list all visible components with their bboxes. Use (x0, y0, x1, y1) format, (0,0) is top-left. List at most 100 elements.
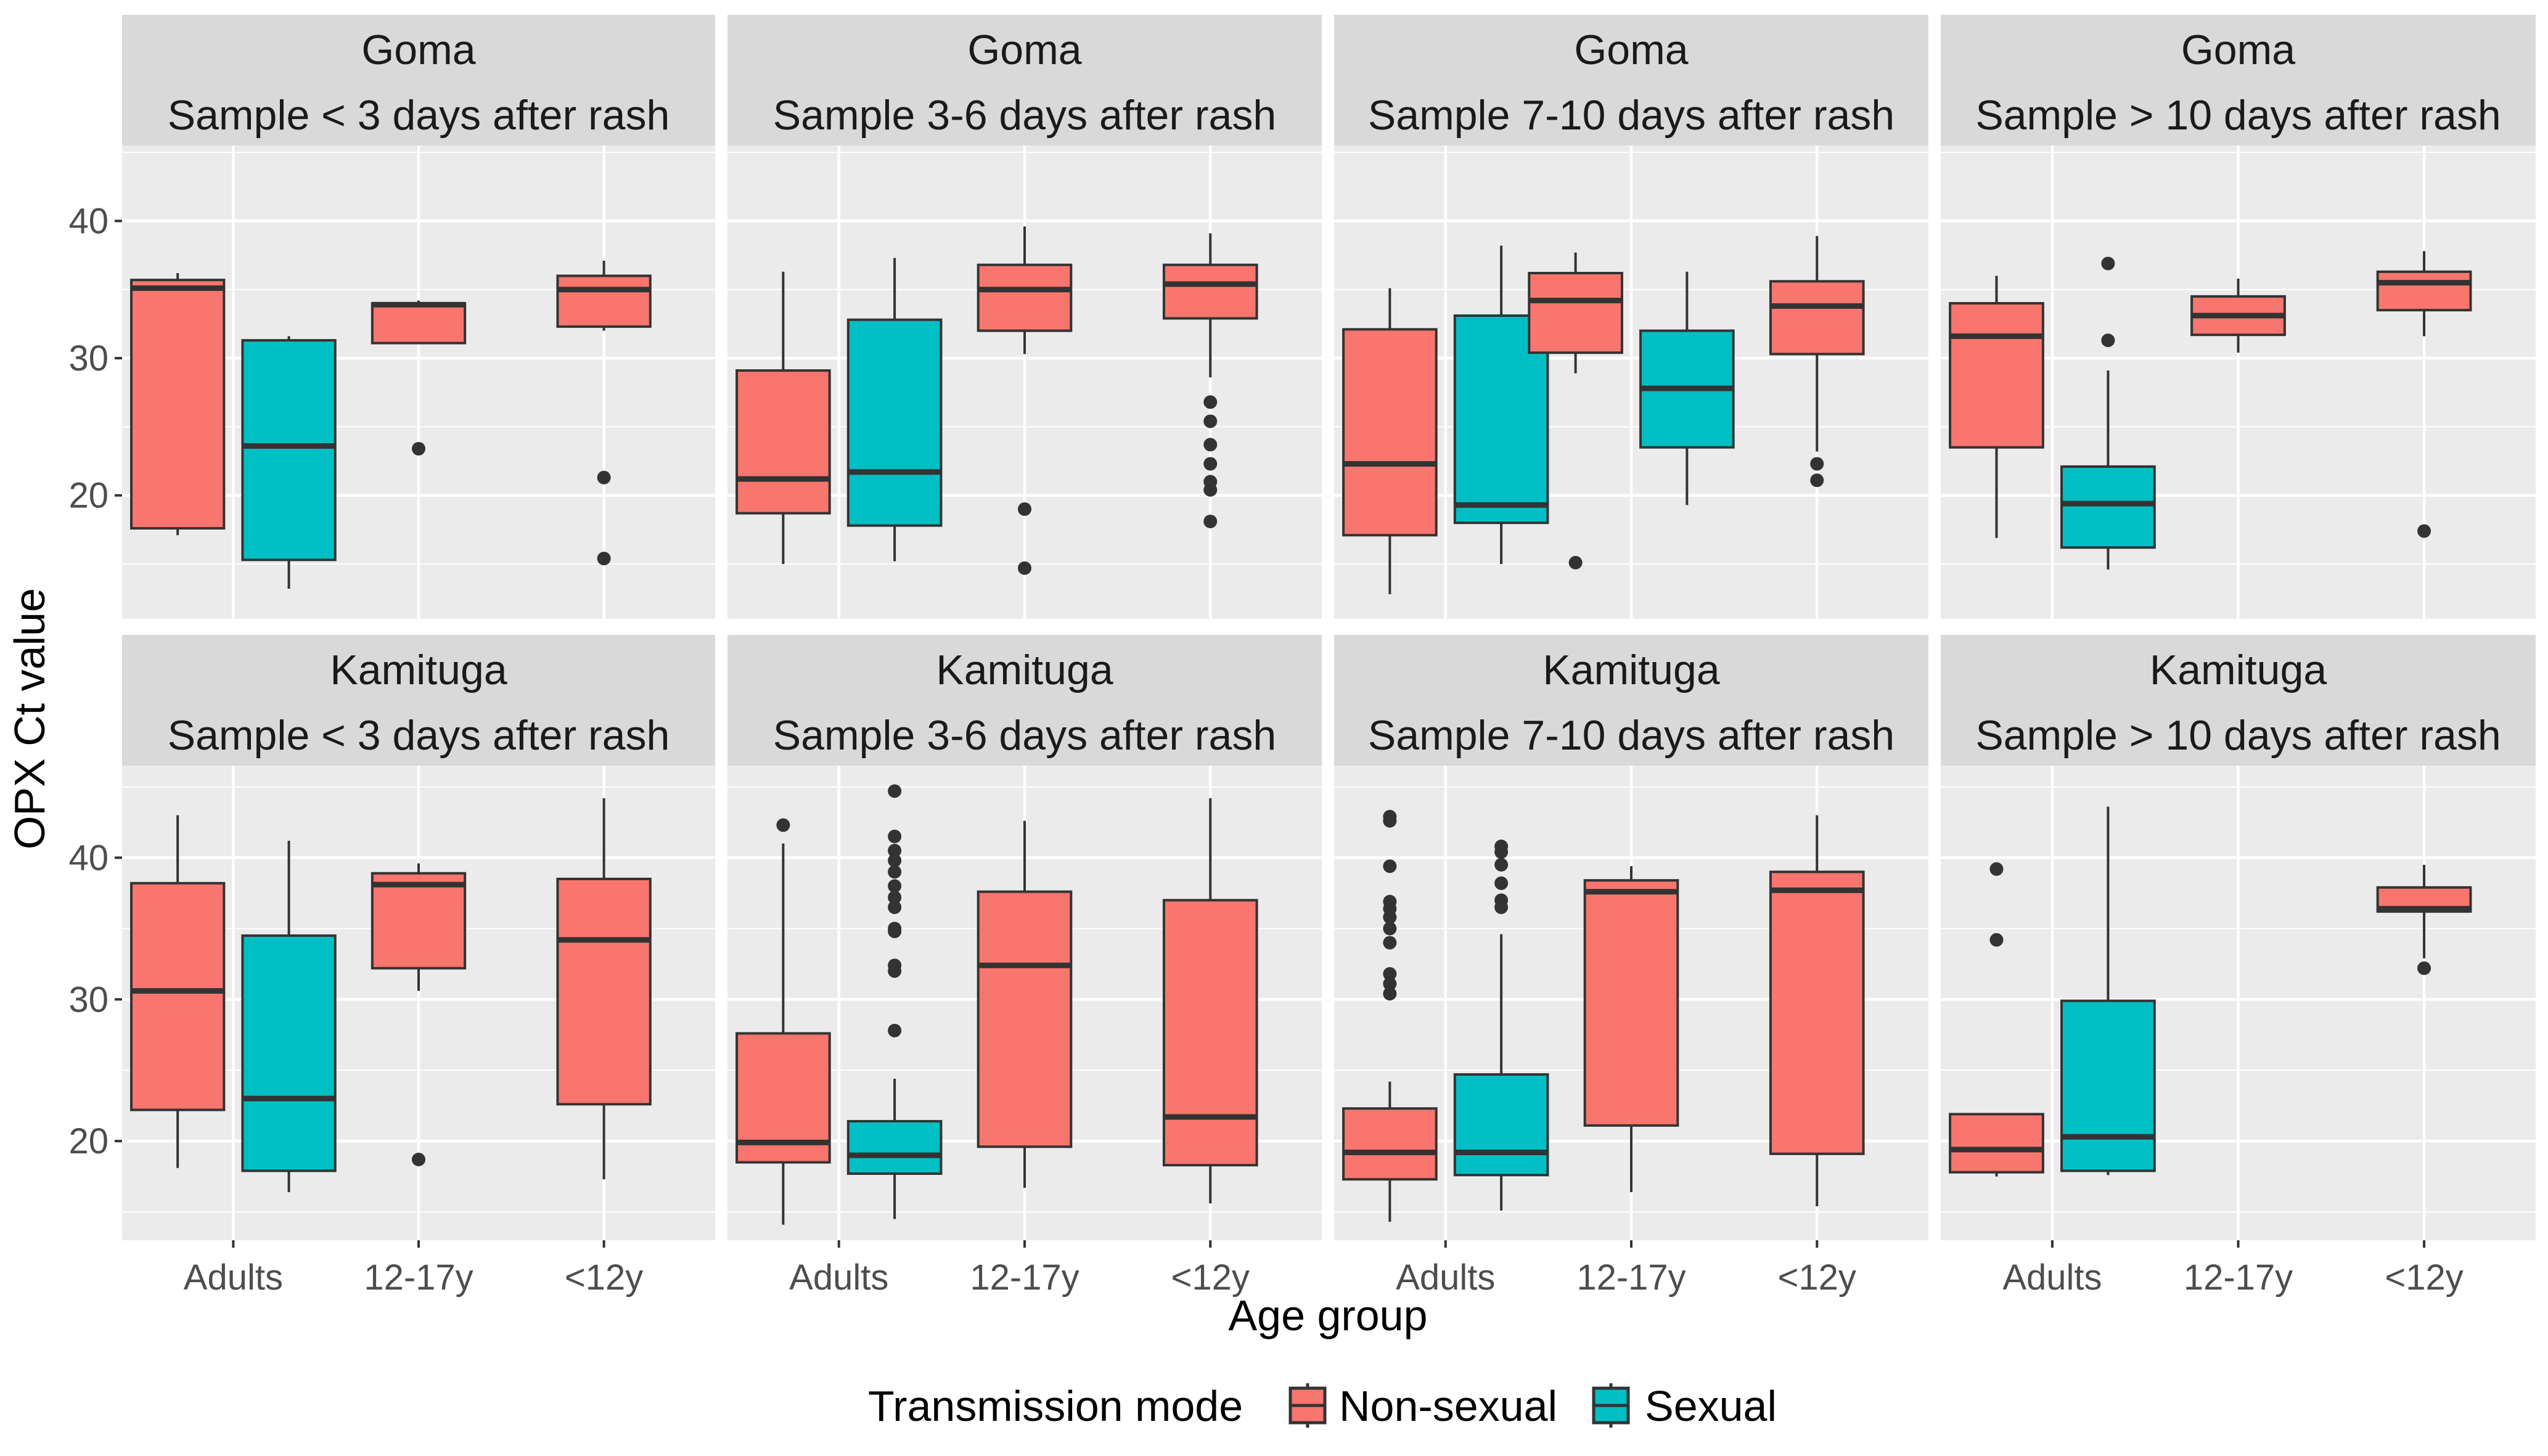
outlier-point (1494, 876, 1509, 890)
outlier-point (1018, 502, 1031, 516)
outlier-point (1494, 845, 1509, 859)
box-12y-non-sexual (556, 798, 652, 1180)
iqr-box (241, 339, 337, 562)
facet-strip-site: Kamituga (330, 647, 507, 693)
outlier-point (888, 879, 902, 893)
y-tick-label: 20 (68, 1121, 109, 1161)
x-axis-title: Age group (1228, 1291, 1427, 1339)
facet-strip-window: Sample 3-6 days after rash (773, 92, 1276, 139)
facet-strip (1941, 15, 2536, 145)
box-adults-non-sexual (735, 818, 831, 1225)
box-12-17y-non-sexual (1583, 866, 1679, 1192)
facet-panel-kamituga-1: Kamituga Sample < 3 days after rash 20 30 40… (68, 635, 715, 1298)
y-tick-label: 30 (68, 980, 109, 1020)
box-12-17y-non-sexual (977, 820, 1073, 1188)
outlier-point (2417, 961, 2431, 975)
outlier-point (888, 843, 902, 857)
facet-strip-window: Sample < 3 days after rash (168, 92, 670, 139)
iqr-box (371, 302, 467, 345)
facet-strip (1334, 15, 1928, 145)
facet-strip-window: Sample > 10 days after rash (1975, 712, 2501, 759)
iqr-box (1453, 1073, 1549, 1177)
box-adults-non-sexual (1949, 862, 2044, 1177)
outlier-point (888, 890, 902, 904)
iqr-box (130, 881, 226, 1111)
iqr-box (1342, 328, 1438, 537)
facet-strip-window: Sample 7-10 days after rash (1368, 92, 1895, 139)
box-adults-sexual (241, 336, 337, 589)
legend-label-sexual: Sexual (1645, 1382, 1777, 1430)
outlier-point (1203, 414, 1218, 428)
box-12y-non-sexual (1162, 798, 1258, 1204)
box-adults-non-sexual (1949, 276, 2044, 538)
iqr-box (1949, 1113, 2044, 1174)
outlier-point (1494, 857, 1509, 872)
facet-strip (1941, 635, 2536, 766)
box-adults-sexual (1453, 840, 1549, 1211)
outlier-point (1989, 933, 2004, 947)
outlier-point (597, 470, 611, 485)
facet-strip (122, 635, 715, 766)
legend-key-sexual (1592, 1383, 1630, 1428)
iqr-box (1162, 263, 1258, 320)
box-12-17y-sexual (1639, 271, 1735, 505)
x-tick-label: <12y (1778, 1258, 1856, 1298)
outlier-point (1383, 976, 1397, 991)
outlier-point (1383, 814, 1397, 828)
outlier-point (1810, 457, 1824, 471)
iqr-box (1583, 879, 1679, 1127)
box-adults-sexual (241, 840, 337, 1192)
outlier-point (888, 924, 902, 938)
iqr-box (977, 263, 1073, 332)
box-12y-non-sexual (2376, 864, 2472, 975)
legend-label-non-sexual: Non-sexual (1339, 1382, 1557, 1430)
iqr-box (1769, 870, 1865, 1155)
outlier-point (1568, 555, 1583, 570)
facet-strip-site: Goma (967, 27, 1081, 73)
y-tick-label: 40 (68, 838, 109, 878)
y-axis-title: OPX Ct value (6, 588, 54, 849)
iqr-box (556, 877, 652, 1106)
outlier-point (1203, 514, 1218, 528)
outlier-point (888, 964, 902, 978)
facet-strip-site: Goma (1574, 27, 1688, 73)
box-12y-non-sexual (1769, 815, 1865, 1206)
x-tick-label: <12y (1171, 1258, 1250, 1298)
outlier-point (412, 441, 425, 456)
facet-panel-goma-4: Goma Sample > 10 days after rash (1941, 15, 2536, 619)
outlier-point (597, 552, 611, 566)
facet-strip-window: Sample 3-6 days after rash (773, 712, 1276, 759)
box-12-17y-non-sexual (2190, 278, 2286, 353)
outlier-point (888, 1023, 902, 1037)
outlier-point (1203, 438, 1218, 452)
facet-strip-window: Sample > 10 days after rash (1975, 92, 2501, 139)
x-tick-label: Adults (2002, 1258, 2102, 1298)
iqr-box (241, 934, 337, 1172)
outlier-point (412, 1152, 425, 1166)
box-12y-non-sexual (2376, 251, 2472, 538)
iqr-box (735, 369, 831, 515)
iqr-box (1949, 302, 2044, 449)
facet-strip-site: Kamituga (2150, 647, 2327, 693)
outlier-point (2101, 256, 2115, 271)
x-tick-label: 12-17y (2184, 1258, 2293, 1298)
facet-panel-goma-1: Goma Sample < 3 days after rash 20 30 40 (68, 15, 715, 619)
facet-strip (1334, 635, 1928, 766)
iqr-box (2060, 999, 2156, 1172)
x-tick-label: <12y (2385, 1258, 2463, 1298)
iqr-box (371, 872, 467, 970)
facet-panel-kamituga-4: Kamituga Sample > 10 days after rash Adult… (1941, 635, 2536, 1298)
facet-strip (727, 15, 1322, 145)
y-tick-label: 40 (68, 201, 109, 241)
x-tick-label: Adults (789, 1258, 888, 1298)
box-adults-non-sexual (130, 815, 226, 1168)
iqr-box (1342, 1107, 1438, 1181)
facet-panel-goma-3: Goma Sample 7-10 days after rash (1334, 15, 1928, 619)
outlier-point (1383, 936, 1397, 950)
facet-strip-site: Kamituga (936, 647, 1113, 693)
facet-strip (727, 635, 1322, 766)
x-tick-label: 12-17y (364, 1258, 473, 1298)
iqr-box (130, 279, 226, 530)
iqr-box (1528, 272, 1623, 354)
